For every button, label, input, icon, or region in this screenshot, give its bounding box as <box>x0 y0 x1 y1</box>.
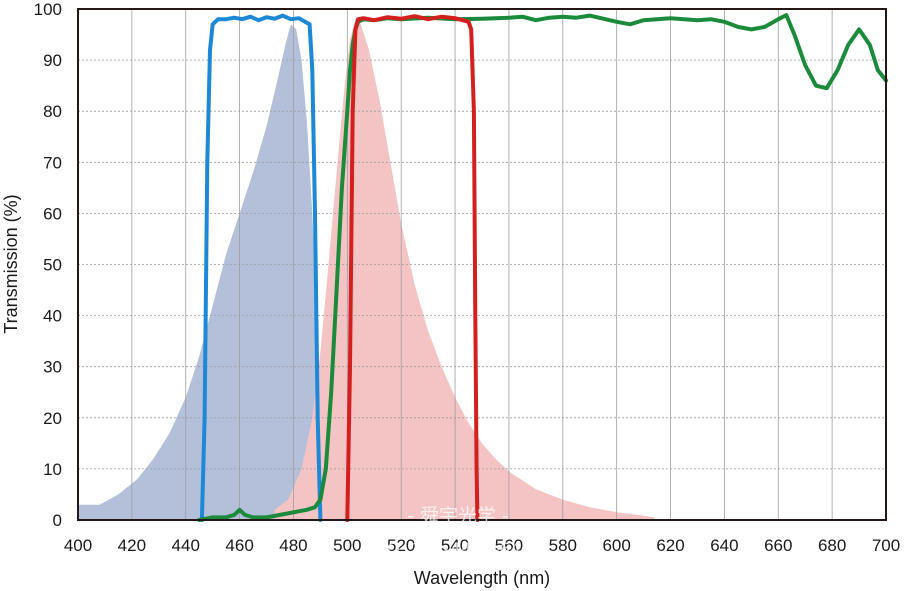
filter-curves <box>197 13 888 522</box>
x-axis-title: Wavelength (nm) <box>414 568 550 588</box>
y-tick-10: 10 <box>43 460 62 479</box>
x-tick-480: 480 <box>279 536 307 555</box>
x-tick-560: 560 <box>495 536 523 555</box>
x-tick-540: 540 <box>441 536 469 555</box>
line-series-3 <box>197 13 888 522</box>
x-tick-460: 460 <box>225 536 253 555</box>
line-series-4 <box>345 14 480 522</box>
y-tick-20: 20 <box>43 409 62 428</box>
y-tick-labels: 0 10 20 30 40 50 60 70 80 90 100 <box>34 0 62 530</box>
x-tick-680: 680 <box>818 536 846 555</box>
x-tick-640: 640 <box>710 536 738 555</box>
x-tick-500: 500 <box>333 536 361 555</box>
y-tick-30: 30 <box>43 358 62 377</box>
watermark-name: - 舜宇光学 - <box>407 505 509 527</box>
x-tick-400: 400 <box>64 536 92 555</box>
y-tick-50: 50 <box>43 256 62 275</box>
y-tick-0: 0 <box>53 511 62 530</box>
y-axis-title: Transmission (%) <box>1 194 21 333</box>
y-tick-60: 60 <box>43 204 62 223</box>
y-tick-100: 100 <box>34 0 62 19</box>
y-tick-90: 90 <box>43 51 62 70</box>
x-tick-labels: 400 420 440 460 480 500 520 540 560 580 600 620 640 6… <box>64 536 900 555</box>
x-tick-420: 420 <box>118 536 146 555</box>
x-tick-580: 580 <box>549 536 577 555</box>
area-series-0 <box>78 24 329 521</box>
x-tick-700: 700 <box>872 536 900 555</box>
y-tick-70: 70 <box>43 153 62 172</box>
x-tick-440: 440 <box>172 536 200 555</box>
spectrum-fills <box>78 19 655 521</box>
x-tick-600: 600 <box>602 536 630 555</box>
x-tick-620: 620 <box>656 536 684 555</box>
plot-frame <box>77 8 887 521</box>
gridlines <box>78 9 886 520</box>
area-series-1 <box>274 19 655 520</box>
y-tick-40: 40 <box>43 307 62 326</box>
line-series-2 <box>199 13 323 522</box>
x-tick-660: 660 <box>764 536 792 555</box>
x-tick-520: 520 <box>387 536 415 555</box>
watermark-qq: QQ: 155-4453-6459 <box>373 540 542 560</box>
y-tick-80: 80 <box>43 102 62 121</box>
